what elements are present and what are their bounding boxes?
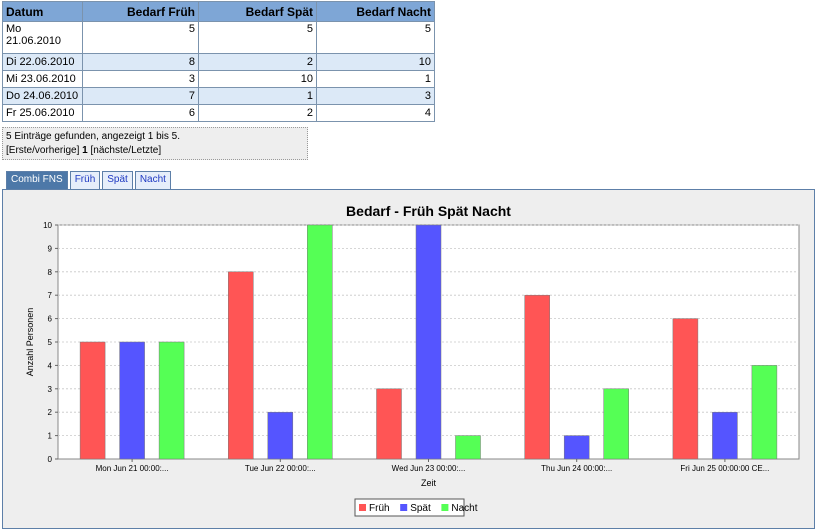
nacht-cell: 1 <box>316 70 435 88</box>
bar-spät <box>415 224 442 460</box>
chart-title: Bedarf - Früh Spät Nacht <box>346 203 511 219</box>
legend-swatch-früh <box>359 504 366 511</box>
bar-nacht <box>158 341 185 460</box>
spaet-cell: 1 <box>198 87 317 105</box>
tab-nacht[interactable]: Nacht <box>134 171 171 189</box>
column-header-spaet[interactable]: Bedarf Spät <box>198 1 317 22</box>
date-value: 21.06.2010 <box>6 35 62 47</box>
x-tick-label: Tue Jun 22 00:00:... <box>245 464 316 473</box>
frueh-cell: 7 <box>82 87 199 105</box>
bar-früh <box>672 318 699 460</box>
pagination-links: [Erste/vorherige] 1 [nächste/Letzte] <box>6 144 304 158</box>
table-row: Do 24.06.2010 7 1 3 <box>2 87 435 105</box>
y-tick-label: 8 <box>48 268 53 277</box>
spaet-cell: 2 <box>198 53 317 71</box>
y-tick-label: 3 <box>48 385 53 394</box>
bar-nacht <box>603 388 629 460</box>
x-tick-label: Wed Jun 23 00:00:... <box>392 464 466 473</box>
column-header-frueh[interactable]: Bedarf Früh <box>82 1 199 22</box>
column-header-date[interactable]: Datum <box>2 1 83 22</box>
frueh-cell: 3 <box>82 70 199 88</box>
table-header-row: Datum Bedarf Früh Bedarf Spät Bedarf Nac… <box>2 1 435 22</box>
frueh-cell: 5 <box>82 21 199 54</box>
date-day: Mo <box>6 23 22 35</box>
date-cell: Do 24.06.2010 <box>2 87 83 105</box>
y-tick-label: 6 <box>48 315 53 324</box>
table-row: Mi 23.06.2010 3 10 1 <box>2 70 435 88</box>
date-cell: Fr 25.06.2010 <box>2 104 83 122</box>
y-axis-label: Anzahl Personen <box>25 308 35 377</box>
y-tick-label: 5 <box>48 338 53 347</box>
chart-legend <box>354 498 465 517</box>
y-tick-label: 1 <box>48 432 53 441</box>
bar-chart: Bedarf - Früh Spät Nacht 0 1 2 3 4 5 6 7 8 9 10 Anza… <box>25 203 800 517</box>
bar-spät <box>119 341 145 460</box>
nacht-cell: 4 <box>316 104 435 122</box>
legend-swatch-spät <box>400 504 408 511</box>
legend-entry-label: Nacht <box>451 503 477 514</box>
column-header-nacht[interactable]: Bedarf Nacht <box>316 1 435 22</box>
nacht-cell: 5 <box>316 21 435 54</box>
x-tick-label: Fri Jun 25 00:00:00 CE... <box>680 464 769 473</box>
next-last-link[interactable]: [nächste/Letzte] <box>90 145 162 156</box>
bar-spät <box>563 435 590 460</box>
nacht-cell: 3 <box>316 87 435 105</box>
legend-entry-label: Spät <box>410 503 431 514</box>
bar-früh <box>376 388 402 460</box>
x-axis-label: Zeit <box>421 478 437 488</box>
date-cell: Mi 23.06.2010 <box>2 70 83 88</box>
tab-spaet[interactable]: Spät <box>102 171 133 189</box>
spaet-cell: 2 <box>198 104 317 122</box>
table-row: Mo 21.06.2010 5 5 5 <box>2 21 435 54</box>
nacht-cell: 10 <box>316 53 435 71</box>
spaet-cell: 5 <box>198 21 317 54</box>
chart-tabs: Combi FNS Früh Spät Nacht <box>6 171 173 189</box>
demand-table: Datum Bedarf Früh Bedarf Spät Bedarf Nac… <box>2 1 435 122</box>
y-tick-label: 0 <box>48 455 53 464</box>
legend-swatch-nacht <box>441 504 449 511</box>
legend-entry-label: Früh <box>369 503 390 514</box>
x-tick-label: Mon Jun 21 00:00:... <box>96 464 169 473</box>
pagination-box: 5 Einträge gefunden, angezeigt 1 bis 5. … <box>2 127 308 160</box>
y-tick-label: 7 <box>48 291 53 300</box>
first-previous-link[interactable]: [Erste/vorherige] <box>6 145 80 156</box>
date-cell: Di 22.06.2010 <box>2 53 83 71</box>
bar-früh <box>524 294 550 460</box>
tab-combi-fns[interactable]: Combi FNS <box>6 171 68 189</box>
x-tick-label: Thu Jun 24 00:00:... <box>541 464 612 473</box>
frueh-cell: 8 <box>82 53 199 71</box>
date-cell: Mo 21.06.2010 <box>2 21 83 54</box>
bar-früh <box>228 271 254 460</box>
bar-nacht <box>751 365 778 460</box>
bar-früh <box>79 341 106 460</box>
y-tick-label: 10 <box>43 221 52 230</box>
table-row: Fr 25.06.2010 6 2 4 <box>2 104 435 122</box>
y-tick-label: 9 <box>48 244 53 253</box>
frueh-cell: 6 <box>82 104 199 122</box>
bar-nacht <box>455 435 481 460</box>
result-summary: 5 Einträge gefunden, angezeigt 1 bis 5. <box>6 131 181 142</box>
bar-spät <box>712 411 738 460</box>
tab-frueh[interactable]: Früh <box>69 171 101 189</box>
spaet-cell: 10 <box>198 70 317 88</box>
bar-nacht <box>307 224 333 460</box>
chart-panel: Bedarf - Früh Spät Nacht 0 1 2 3 4 5 6 7 8 9 10 Anza… <box>2 189 815 529</box>
y-tick-label: 4 <box>48 361 53 370</box>
current-page-number: 1 <box>82 145 88 156</box>
bar-spät <box>267 411 294 460</box>
y-tick-label: 2 <box>48 408 53 417</box>
table-row: Di 22.06.2010 8 2 10 <box>2 53 435 71</box>
